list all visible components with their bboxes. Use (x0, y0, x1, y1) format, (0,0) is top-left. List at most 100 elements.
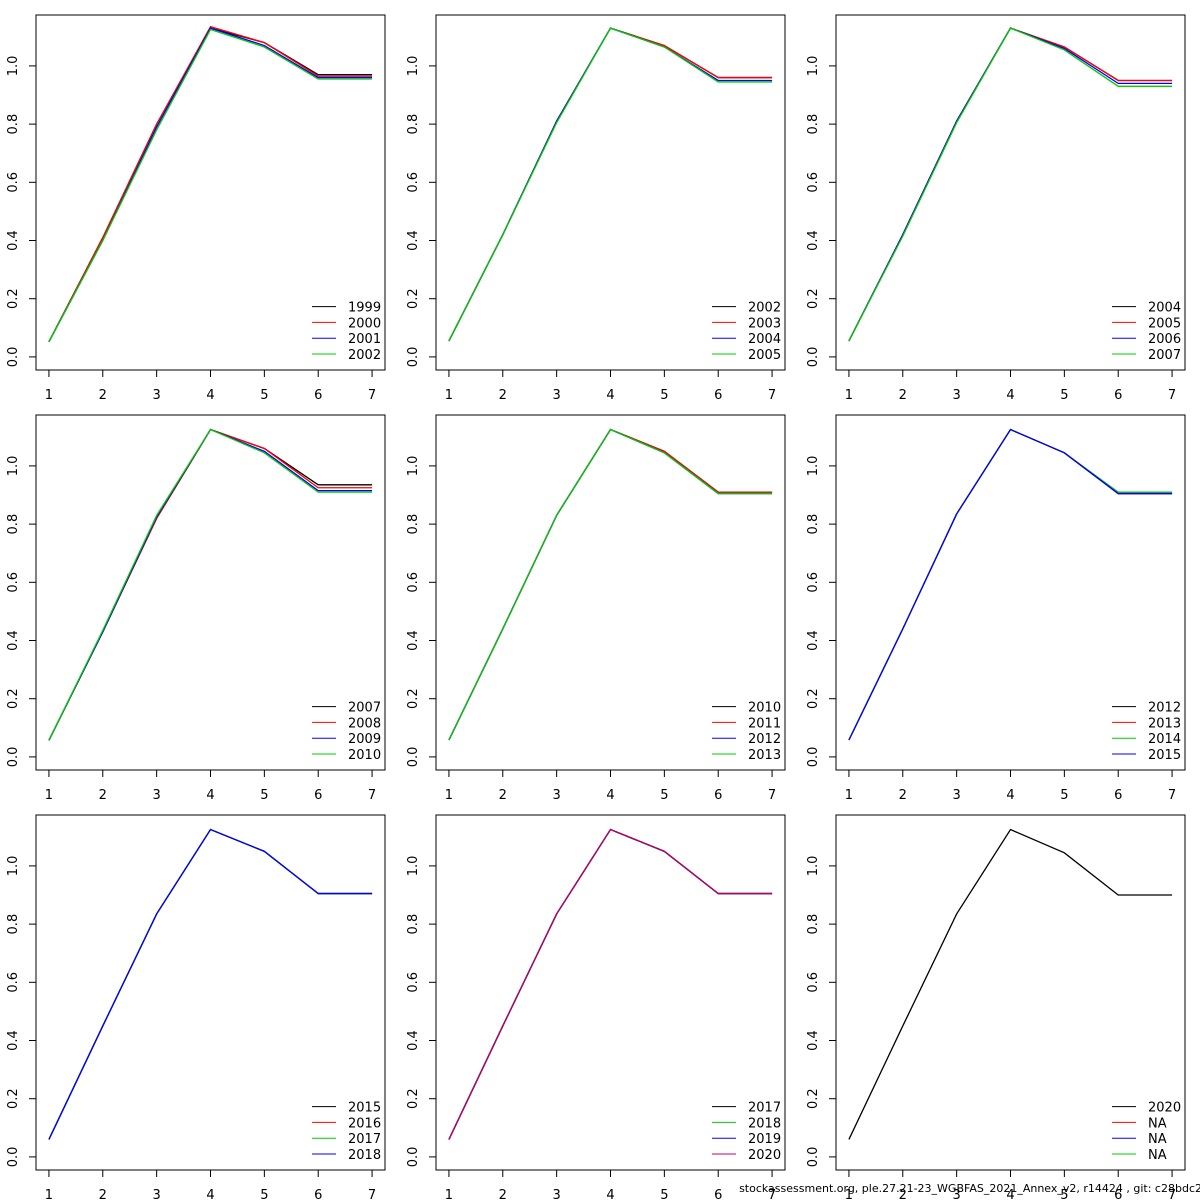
series-line (448, 828, 773, 1140)
x-tick-label: 7 (768, 788, 776, 803)
x-tick-label: 5 (1060, 388, 1068, 403)
y-tick-label: 0.0 (6, 1147, 21, 1168)
legend-label: 2018 (348, 1148, 381, 1163)
y-tick-label: 1.0 (406, 456, 421, 477)
x-tick-label: 2 (499, 388, 507, 403)
x-tick-label: 1 (445, 388, 453, 403)
series-line (848, 27, 1173, 342)
x-tick-label: 7 (1168, 388, 1176, 403)
legend-label: 2010 (348, 748, 381, 763)
x-tick-label: 2 (899, 388, 907, 403)
y-tick-label: 1.0 (806, 856, 821, 877)
series-line (848, 27, 1173, 342)
series-line (448, 828, 773, 1140)
series-line (48, 25, 373, 343)
x-tick-label: 6 (314, 1188, 322, 1200)
x-tick-label: 7 (1168, 1188, 1176, 1200)
x-tick-label: 1 (845, 1188, 853, 1200)
y-tick-label: 1.0 (6, 456, 21, 477)
x-tick-label: 6 (714, 788, 722, 803)
y-tick-label: 0.2 (806, 688, 821, 709)
y-tick-label: 1.0 (6, 56, 21, 77)
plot-box (35, 14, 386, 371)
x-tick-label: 2 (99, 388, 107, 403)
y-tick-label: 0.2 (806, 288, 821, 309)
x-tick-label: 1 (45, 1188, 53, 1200)
x-tick-label: 5 (260, 388, 268, 403)
x-tick-label: 4 (606, 388, 614, 403)
series-line (48, 428, 373, 741)
y-tick-label: 0.8 (6, 514, 21, 535)
x-tick-label: 4 (206, 788, 214, 803)
series-line (48, 27, 373, 343)
x-tick-label: 4 (206, 1188, 214, 1200)
x-tick-label: 2 (899, 788, 907, 803)
x-tick-label: 2 (499, 1188, 507, 1200)
x-tick-label: 4 (606, 1188, 614, 1200)
legend-label: 2010 (748, 701, 781, 716)
x-tick-label: 5 (1060, 1188, 1068, 1200)
y-tick-label: 0.8 (406, 914, 421, 935)
legend-label: 2020 (1148, 1101, 1181, 1116)
plot-box (835, 414, 1186, 771)
series-line (448, 428, 773, 741)
y-tick-label: 1.0 (806, 456, 821, 477)
series-line (48, 828, 373, 1140)
legend-label: 2019 (748, 1132, 781, 1147)
legend-label: 2002 (748, 301, 781, 316)
x-tick-label: 3 (953, 388, 961, 403)
y-tick-label: 0.8 (806, 914, 821, 935)
series-line (48, 428, 373, 741)
x-tick-label: 2 (899, 1188, 907, 1200)
x-tick-label: 4 (1006, 388, 1014, 403)
plot-box (435, 14, 786, 371)
legend-label: 2007 (1148, 348, 1181, 363)
x-tick-label: 7 (768, 1188, 776, 1200)
legend-label: 2005 (1148, 316, 1181, 331)
x-tick-label: 6 (1114, 388, 1122, 403)
series-line (448, 27, 773, 342)
x-tick-label: 4 (1006, 1188, 1014, 1200)
legend-label: 1999 (348, 301, 381, 316)
legend-label: 2002 (348, 348, 381, 363)
y-tick-label: 0.8 (806, 114, 821, 135)
y-tick-label: 0.8 (6, 914, 21, 935)
legend-label: 2016 (348, 1116, 381, 1131)
series-line (848, 27, 1173, 342)
legend-label: 2000 (348, 316, 381, 331)
legend-label: 2012 (1148, 701, 1181, 716)
legend-label: 2009 (348, 732, 381, 747)
series-line (48, 828, 373, 1140)
series-line (48, 428, 373, 741)
y-tick-label: 0.6 (6, 172, 21, 193)
x-tick-label: 6 (1114, 788, 1122, 803)
series-line (848, 27, 1173, 342)
x-tick-label: 5 (260, 788, 268, 803)
x-tick-label: 4 (206, 388, 214, 403)
y-tick-label: 0.6 (806, 572, 821, 593)
legend-label: 2017 (348, 1132, 381, 1147)
y-tick-label: 0.0 (406, 1147, 421, 1168)
legend-label: NA (1148, 1132, 1167, 1147)
x-tick-label: 3 (153, 388, 161, 403)
legend-label: 2013 (748, 748, 781, 763)
x-tick-label: 5 (1060, 788, 1068, 803)
legend-label: 2014 (1148, 732, 1181, 747)
series-line (448, 828, 773, 1140)
y-tick-label: 0.6 (406, 172, 421, 193)
y-tick-label: 0.8 (806, 514, 821, 535)
series-line (848, 428, 1173, 741)
x-tick-label: 2 (499, 788, 507, 803)
legend-label: NA (1148, 1148, 1167, 1163)
y-tick-label: 0.8 (406, 514, 421, 535)
series-line (448, 27, 773, 342)
x-tick-label: 3 (953, 1188, 961, 1200)
y-tick-label: 0.2 (806, 1088, 821, 1109)
x-tick-label: 1 (45, 388, 53, 403)
y-tick-label: 0.4 (6, 1030, 21, 1051)
plot-box (435, 814, 786, 1171)
series-line (848, 828, 1173, 1140)
y-tick-label: 0.0 (6, 747, 21, 768)
y-tick-label: 0.6 (806, 972, 821, 993)
